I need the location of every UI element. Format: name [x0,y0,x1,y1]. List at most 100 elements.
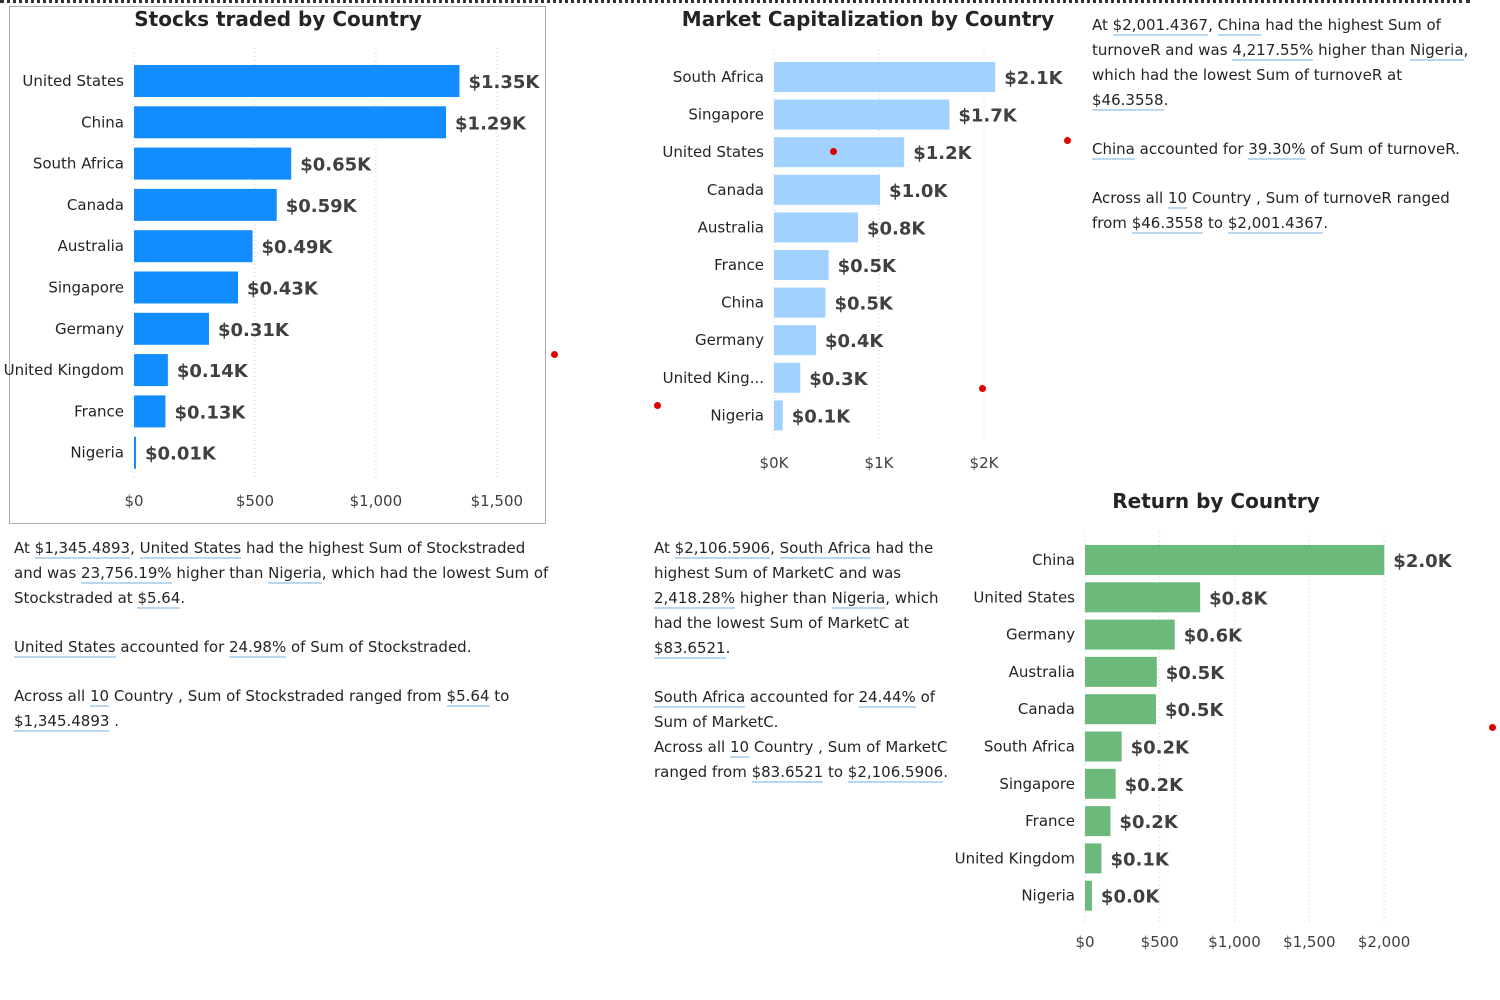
bar[interactable] [134,147,292,180]
bar[interactable] [774,362,801,393]
range-min[interactable]: $46.3558 [1131,214,1204,234]
text: had the highest Sum of MarketC and was [654,539,934,582]
market-cap-narrative-p1: At $2,106.5906, South Africa had the hig… [654,536,954,661]
text: Country , Sum of turnoveR ranged from [1092,189,1450,232]
count[interactable]: 10 [729,738,750,758]
highest-value[interactable]: $1,345.4893 [34,539,131,559]
x-tick-label: $500 [236,492,274,510]
highest-country[interactable]: South Africa [779,539,871,559]
share-percent[interactable]: 39.30% [1248,140,1306,160]
text: accounted for [115,638,230,656]
share-percent[interactable]: 24.98% [229,638,287,658]
data-label: $0.1K [1110,849,1169,870]
return-narrative-p3: Across all 10 Country , Sum of turnoveR … [1092,186,1472,236]
bar[interactable] [774,99,950,130]
data-label: $1.2K [913,143,972,164]
bar[interactable] [134,106,447,139]
market-cap-narrative: At $2,106.5906, South Africa had the hig… [654,536,954,785]
bar[interactable] [134,65,460,97]
data-label: $0.0K [1101,887,1160,908]
bar[interactable] [774,137,905,168]
bar[interactable] [134,395,166,428]
data-label: $0.31K [218,320,290,341]
market-cap-chart[interactable]: Market Capitalization by Country South A… [640,0,1080,480]
bar[interactable] [1085,806,1111,837]
text: accounted for [1134,140,1249,158]
range-min[interactable]: $5.64 [446,687,490,707]
top-dotted-border [0,0,1470,3]
text: . [109,712,119,730]
percent-higher[interactable]: 4,217.55% [1232,41,1314,61]
return-narrative-p2: China accounted for 39.30% of Sum of tur… [1092,137,1472,162]
country[interactable]: China [1092,140,1135,160]
bar[interactable] [1085,582,1201,613]
bar[interactable] [134,230,253,263]
text: , which had the lowest Sum of turnoveR a… [1092,41,1469,84]
count[interactable]: 10 [89,687,110,707]
bar[interactable] [1085,545,1385,575]
range-min[interactable]: $83.6521 [751,763,824,783]
bar[interactable] [1085,656,1157,687]
bar[interactable] [1085,843,1102,874]
text: to [1203,214,1228,232]
x-tick-label: $1,500 [471,492,524,510]
bar[interactable] [774,325,816,356]
category-label: Singapore [688,106,764,124]
range-max[interactable]: $1,345.4893 [14,712,110,732]
data-label: $0.8K [867,218,926,239]
category-label: France [74,402,124,420]
bar[interactable] [774,212,858,243]
text: higher than [171,564,269,582]
bar[interactable] [134,271,239,304]
bar[interactable] [1085,731,1122,762]
bar[interactable] [134,188,277,221]
lowest-value[interactable]: $46.3558 [1092,91,1164,111]
bar[interactable] [134,436,136,469]
bar[interactable] [1085,768,1116,799]
lowest-country[interactable]: Nigeria [1409,41,1464,61]
bar[interactable] [1085,694,1157,725]
percent-higher[interactable]: 2,418.28% [654,589,736,609]
text: , which had the lowest Sum of MarketC at [654,589,939,632]
data-label: $0.8K [1209,588,1268,609]
percent-higher[interactable]: 23,756.19% [81,564,172,584]
range-max[interactable]: $2,106.5906 [847,763,944,783]
bar[interactable] [1085,619,1175,650]
highest-country[interactable]: United States [139,539,242,559]
category-label: China [1032,551,1075,569]
highest-value[interactable]: $2,106.5906 [674,539,771,559]
bar[interactable] [774,62,996,92]
text: , [1208,16,1218,34]
range-max[interactable]: $2,001.4367 [1227,214,1324,234]
bar[interactable] [134,312,209,345]
bar[interactable] [774,250,829,280]
category-label: Australia [1009,663,1075,681]
country[interactable]: South Africa [654,688,746,708]
lowest-country[interactable]: Nigeria [831,589,886,609]
lowest-value[interactable]: $83.6521 [654,639,726,659]
market-cap-chart-title: Market Capitalization by Country [682,7,1054,31]
bar[interactable] [774,287,826,318]
bar[interactable] [134,354,168,387]
bar[interactable] [774,400,783,431]
lowest-country[interactable]: Nigeria [268,564,322,584]
count[interactable]: 10 [1167,189,1188,209]
highest-value[interactable]: $2,001.4367 [1112,16,1209,36]
lowest-value[interactable]: $5.64 [137,589,181,609]
country[interactable]: United States [14,638,116,658]
share-percent[interactable]: 24.44% [858,688,916,708]
category-label: Germany [1006,626,1075,644]
data-label: $0.5K [1166,663,1225,684]
text: Country , Sum of MarketC ranged from [654,738,948,781]
stocks-narrative-p3: Across all 10 Country , Sum of Stockstra… [14,684,554,734]
category-label: Nigeria [1021,887,1075,905]
highest-country[interactable]: China [1217,16,1261,36]
x-tick-label: $1K [865,454,895,472]
bar[interactable] [1085,880,1092,911]
return-chart[interactable]: Return by Country China United States Germ… [950,480,1470,960]
data-label: $0.2K [1131,738,1190,759]
bar[interactable] [774,174,881,205]
text: . [1163,91,1169,109]
stocks-traded-chart[interactable]: Stocks traded by Country United States Ch… [0,0,560,520]
red-marker-dot [551,351,558,358]
